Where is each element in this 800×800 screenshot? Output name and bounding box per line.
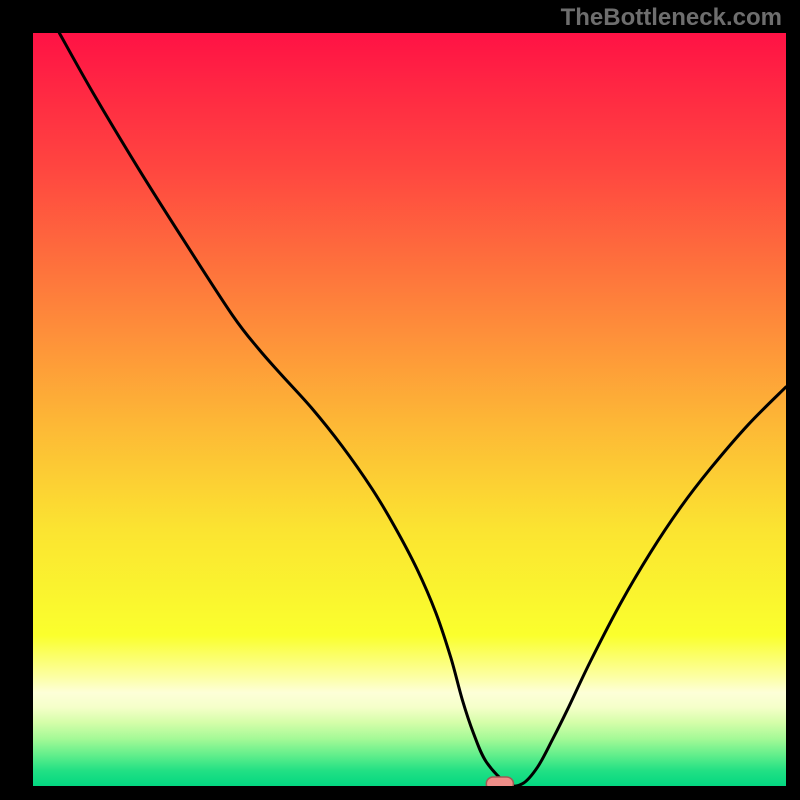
chart-frame: TheBottleneck.com <box>0 0 800 800</box>
frame-border-bottom <box>0 786 800 800</box>
watermark-text: TheBottleneck.com <box>561 4 782 32</box>
frame-border-left <box>0 0 33 800</box>
frame-border-right <box>786 0 800 800</box>
plot-area <box>33 33 786 786</box>
plot-svg <box>33 33 786 786</box>
plot-background <box>33 33 786 786</box>
optimum-marker <box>486 777 513 786</box>
